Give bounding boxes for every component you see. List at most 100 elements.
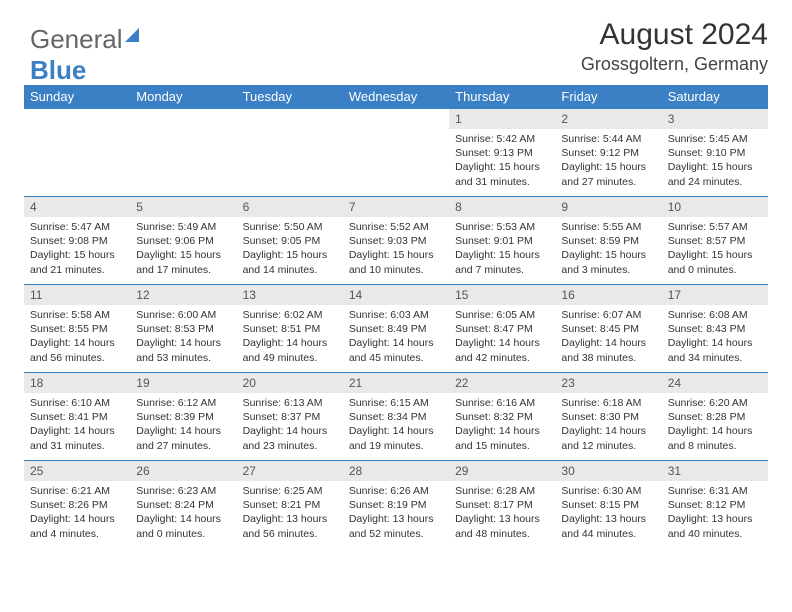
day-number: 24 [662,373,768,393]
calendar-cell: 31Sunrise: 6:31 AMSunset: 8:12 PMDayligh… [662,461,768,549]
day-number: 14 [343,285,449,305]
calendar-cell: 2Sunrise: 5:44 AMSunset: 9:12 PMDaylight… [555,109,661,197]
day-details: Sunrise: 5:52 AMSunset: 9:03 PMDaylight:… [343,217,449,281]
day-details: Sunrise: 5:55 AMSunset: 8:59 PMDaylight:… [555,217,661,281]
calendar-table: Sunday Monday Tuesday Wednesday Thursday… [24,85,768,549]
day-number: 16 [555,285,661,305]
calendar-cell: . [130,109,236,197]
day-details: Sunrise: 6:00 AMSunset: 8:53 PMDaylight:… [130,305,236,369]
calendar-cell: 20Sunrise: 6:13 AMSunset: 8:37 PMDayligh… [237,373,343,461]
day-details: Sunrise: 5:44 AMSunset: 9:12 PMDaylight:… [555,129,661,193]
weekday-friday: Friday [555,85,661,109]
calendar-cell: 18Sunrise: 6:10 AMSunset: 8:41 PMDayligh… [24,373,130,461]
day-details: Sunrise: 6:02 AMSunset: 8:51 PMDaylight:… [237,305,343,369]
calendar-cell: 4Sunrise: 5:47 AMSunset: 9:08 PMDaylight… [24,197,130,285]
day-number: 13 [237,285,343,305]
day-details: Sunrise: 5:50 AMSunset: 9:05 PMDaylight:… [237,217,343,281]
calendar-cell: 26Sunrise: 6:23 AMSunset: 8:24 PMDayligh… [130,461,236,549]
day-number: 8 [449,197,555,217]
calendar-cell: 3Sunrise: 5:45 AMSunset: 9:10 PMDaylight… [662,109,768,197]
calendar-cell: 15Sunrise: 6:05 AMSunset: 8:47 PMDayligh… [449,285,555,373]
day-details: Sunrise: 6:21 AMSunset: 8:26 PMDaylight:… [24,481,130,545]
calendar-cell: 17Sunrise: 6:08 AMSunset: 8:43 PMDayligh… [662,285,768,373]
day-number: 3 [662,109,768,129]
day-details: Sunrise: 6:26 AMSunset: 8:19 PMDaylight:… [343,481,449,545]
weekday-tuesday: Tuesday [237,85,343,109]
day-details: Sunrise: 6:31 AMSunset: 8:12 PMDaylight:… [662,481,768,545]
day-number: 7 [343,197,449,217]
day-number: 19 [130,373,236,393]
day-details: Sunrise: 5:57 AMSunset: 8:57 PMDaylight:… [662,217,768,281]
calendar-week-row: 4Sunrise: 5:47 AMSunset: 9:08 PMDaylight… [24,197,768,285]
day-details: Sunrise: 6:07 AMSunset: 8:45 PMDaylight:… [555,305,661,369]
day-number: 23 [555,373,661,393]
calendar-cell: 21Sunrise: 6:15 AMSunset: 8:34 PMDayligh… [343,373,449,461]
weekday-header-row: Sunday Monday Tuesday Wednesday Thursday… [24,85,768,109]
day-details: Sunrise: 6:13 AMSunset: 8:37 PMDaylight:… [237,393,343,457]
calendar-cell: 10Sunrise: 5:57 AMSunset: 8:57 PMDayligh… [662,197,768,285]
calendar-week-row: 18Sunrise: 6:10 AMSunset: 8:41 PMDayligh… [24,373,768,461]
day-number: 4 [24,197,130,217]
day-details: Sunrise: 5:45 AMSunset: 9:10 PMDaylight:… [662,129,768,193]
day-number: 22 [449,373,555,393]
calendar-week-row: 11Sunrise: 5:58 AMSunset: 8:55 PMDayligh… [24,285,768,373]
calendar-cell: 12Sunrise: 6:00 AMSunset: 8:53 PMDayligh… [130,285,236,373]
day-details: Sunrise: 6:05 AMSunset: 8:47 PMDaylight:… [449,305,555,369]
calendar-cell: 9Sunrise: 5:55 AMSunset: 8:59 PMDaylight… [555,197,661,285]
weekday-monday: Monday [130,85,236,109]
day-details: Sunrise: 6:20 AMSunset: 8:28 PMDaylight:… [662,393,768,457]
day-details: Sunrise: 5:49 AMSunset: 9:06 PMDaylight:… [130,217,236,281]
weekday-saturday: Saturday [662,85,768,109]
day-number: 31 [662,461,768,481]
weekday-sunday: Sunday [24,85,130,109]
day-details: Sunrise: 6:12 AMSunset: 8:39 PMDaylight:… [130,393,236,457]
calendar-cell: 8Sunrise: 5:53 AMSunset: 9:01 PMDaylight… [449,197,555,285]
weekday-wednesday: Wednesday [343,85,449,109]
day-details: Sunrise: 5:53 AMSunset: 9:01 PMDaylight:… [449,217,555,281]
day-details: Sunrise: 6:28 AMSunset: 8:17 PMDaylight:… [449,481,555,545]
day-number: 9 [555,197,661,217]
day-number: 15 [449,285,555,305]
day-details: Sunrise: 6:18 AMSunset: 8:30 PMDaylight:… [555,393,661,457]
calendar-cell: 5Sunrise: 5:49 AMSunset: 9:06 PMDaylight… [130,197,236,285]
calendar-week-row: ....1Sunrise: 5:42 AMSunset: 9:13 PMDayl… [24,109,768,197]
day-number: 21 [343,373,449,393]
day-number: 18 [24,373,130,393]
calendar-cell: . [24,109,130,197]
day-details: Sunrise: 6:25 AMSunset: 8:21 PMDaylight:… [237,481,343,545]
day-details: Sunrise: 6:03 AMSunset: 8:49 PMDaylight:… [343,305,449,369]
calendar-cell: . [343,109,449,197]
day-details: Sunrise: 6:08 AMSunset: 8:43 PMDaylight:… [662,305,768,369]
calendar-cell: 29Sunrise: 6:28 AMSunset: 8:17 PMDayligh… [449,461,555,549]
weekday-thursday: Thursday [449,85,555,109]
day-number: 10 [662,197,768,217]
calendar-cell: 14Sunrise: 6:03 AMSunset: 8:49 PMDayligh… [343,285,449,373]
calendar-cell: 28Sunrise: 6:26 AMSunset: 8:19 PMDayligh… [343,461,449,549]
day-number: 17 [662,285,768,305]
day-details: Sunrise: 5:47 AMSunset: 9:08 PMDaylight:… [24,217,130,281]
day-details: Sunrise: 6:30 AMSunset: 8:15 PMDaylight:… [555,481,661,545]
calendar-cell: . [237,109,343,197]
calendar-cell: 25Sunrise: 6:21 AMSunset: 8:26 PMDayligh… [24,461,130,549]
calendar-cell: 1Sunrise: 5:42 AMSunset: 9:13 PMDaylight… [449,109,555,197]
logo-text-1: General [30,24,123,54]
logo-triangle-icon [125,28,139,42]
day-number: 26 [130,461,236,481]
day-number: 11 [24,285,130,305]
calendar-cell: 19Sunrise: 6:12 AMSunset: 8:39 PMDayligh… [130,373,236,461]
day-details: Sunrise: 6:15 AMSunset: 8:34 PMDaylight:… [343,393,449,457]
day-details: Sunrise: 6:16 AMSunset: 8:32 PMDaylight:… [449,393,555,457]
calendar-cell: 27Sunrise: 6:25 AMSunset: 8:21 PMDayligh… [237,461,343,549]
calendar-cell: 24Sunrise: 6:20 AMSunset: 8:28 PMDayligh… [662,373,768,461]
calendar-cell: 6Sunrise: 5:50 AMSunset: 9:05 PMDaylight… [237,197,343,285]
calendar-cell: 13Sunrise: 6:02 AMSunset: 8:51 PMDayligh… [237,285,343,373]
day-details: Sunrise: 6:10 AMSunset: 8:41 PMDaylight:… [24,393,130,457]
logo-text-2: Blue [30,55,86,85]
calendar-cell: 22Sunrise: 6:16 AMSunset: 8:32 PMDayligh… [449,373,555,461]
day-number: 1 [449,109,555,129]
day-number: 28 [343,461,449,481]
calendar-week-row: 25Sunrise: 6:21 AMSunset: 8:26 PMDayligh… [24,461,768,549]
day-number: 2 [555,109,661,129]
calendar-cell: 30Sunrise: 6:30 AMSunset: 8:15 PMDayligh… [555,461,661,549]
calendar-cell: 16Sunrise: 6:07 AMSunset: 8:45 PMDayligh… [555,285,661,373]
